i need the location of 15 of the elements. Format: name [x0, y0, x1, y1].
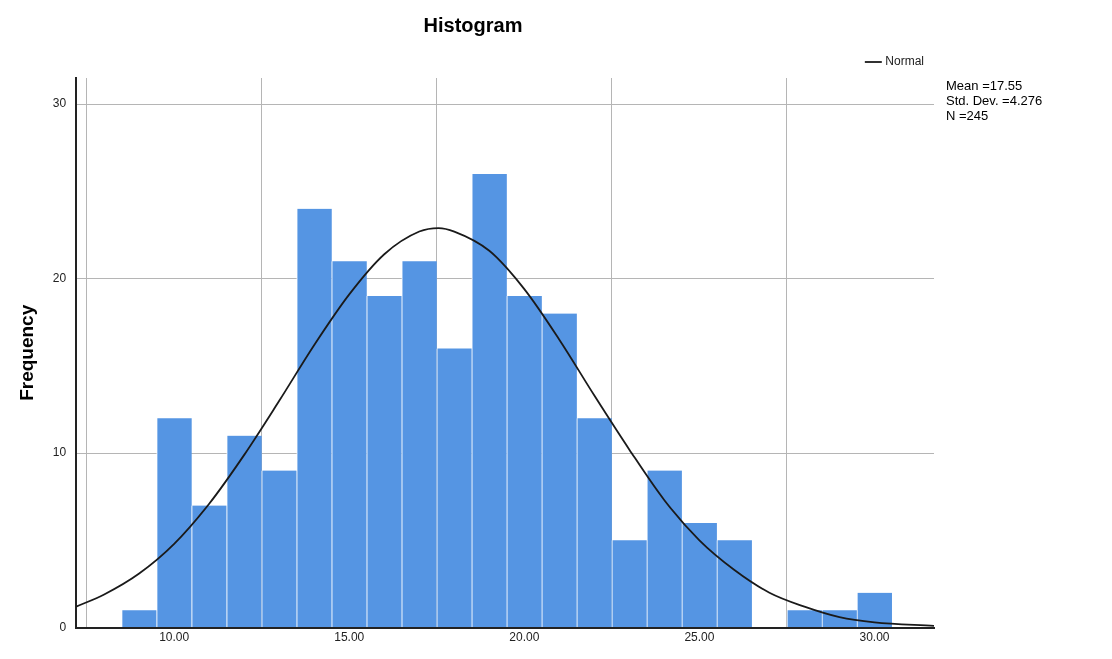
y-tick-label: 0 [59, 619, 67, 634]
legend-label: Normal [885, 54, 924, 69]
y-tick-label: 10 [52, 445, 67, 460]
y-axis-title: Frequency [15, 304, 37, 401]
x-tick-label: 15.00 [334, 630, 365, 645]
x-tick-label: 25.00 [684, 630, 715, 645]
text: N =245 [946, 108, 989, 124]
chart-title: Histogram [423, 13, 523, 36]
y-tick-label: 30 [52, 96, 67, 111]
x-tick-label: 10.00 [159, 630, 190, 645]
x-tick-label: 30.00 [859, 630, 890, 645]
text: Std. Dev. =4.276 [946, 93, 1043, 109]
text: Mean =17.55 [946, 78, 1023, 94]
x-tick-label: 20.00 [509, 630, 540, 645]
y-tick-label: 20 [52, 270, 67, 285]
